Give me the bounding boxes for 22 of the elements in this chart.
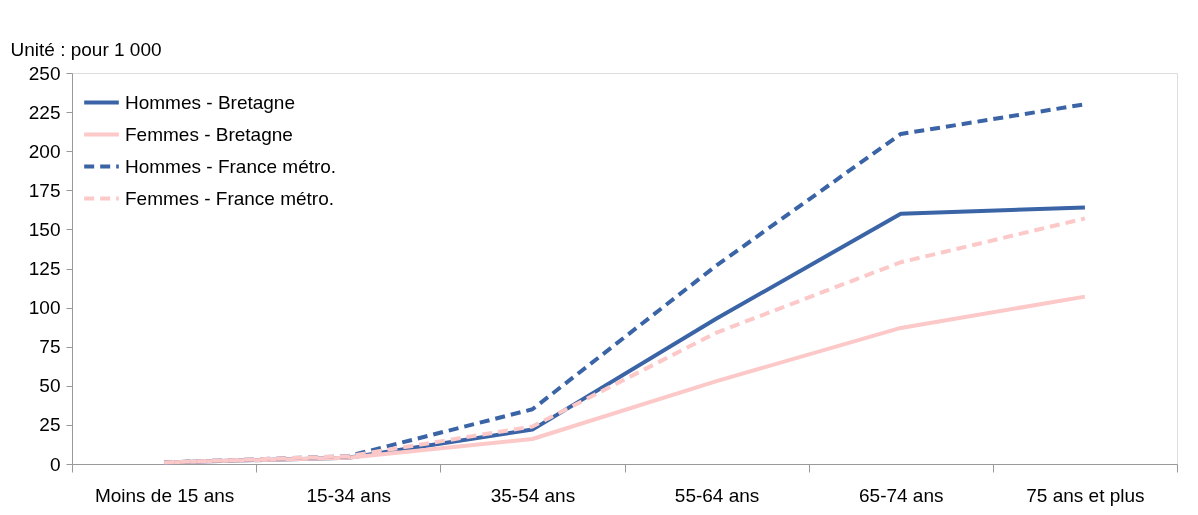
y-axis-title: Unité : pour 1 000 [10, 38, 162, 60]
legend-label: Femmes - France métro. [125, 187, 335, 209]
x-tick-label: Moins de 15 ans [94, 484, 235, 506]
x-tick-label: 15-34 ans [306, 484, 392, 506]
y-tick-label: 75 [39, 336, 61, 358]
x-tick-label: 55-64 ans [674, 484, 760, 506]
y-tick-label: 0 [49, 453, 61, 475]
y-tick-label: 125 [28, 258, 61, 279]
y-tick-label: 175 [28, 179, 61, 201]
x-tick-label: 65-74 ans [858, 484, 944, 506]
legend-label: Hommes - France métro. [125, 155, 337, 177]
x-tick-label: 75 ans et plus [1026, 484, 1145, 506]
x-tick-label: 35-54 ans [490, 484, 576, 506]
legend-label: Femmes - Bretagne [125, 123, 293, 145]
y-tick-label: 250 [28, 62, 61, 84]
y-tick-label: 25 [39, 414, 61, 436]
y-tick-label: 100 [28, 297, 61, 319]
y-tick-label: 150 [28, 218, 61, 240]
y-tick-label: 50 [39, 375, 61, 397]
y-tick-label: 225 [28, 101, 61, 123]
y-tick-label: 200 [28, 140, 61, 162]
legend-label: Hommes - Bretagne [125, 91, 296, 113]
